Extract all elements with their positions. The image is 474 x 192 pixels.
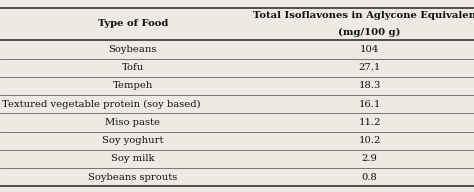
Text: 27.1: 27.1	[358, 63, 381, 72]
Text: Tofu: Tofu	[122, 63, 144, 72]
Text: Textured vegetable protein (soy based): Textured vegetable protein (soy based)	[2, 100, 201, 109]
Text: 18.3: 18.3	[358, 81, 381, 90]
Text: 0.8: 0.8	[362, 173, 378, 182]
Text: (mg/100 g): (mg/100 g)	[338, 28, 401, 37]
Text: Soybeans sprouts: Soybeans sprouts	[88, 173, 177, 182]
Text: 2.9: 2.9	[362, 154, 378, 163]
Text: 10.2: 10.2	[358, 136, 381, 145]
Text: 11.2: 11.2	[358, 118, 381, 127]
Text: Type of Food: Type of Food	[98, 20, 168, 28]
Text: Soy milk: Soy milk	[111, 154, 155, 163]
Text: Total Isoflavones in Aglycone Equivalents: Total Isoflavones in Aglycone Equivalent…	[253, 11, 474, 20]
Text: Soy yoghurt: Soy yoghurt	[102, 136, 164, 145]
Text: 104: 104	[360, 45, 379, 54]
Text: Tempeh: Tempeh	[112, 81, 153, 90]
Text: 16.1: 16.1	[358, 100, 381, 109]
Text: Miso paste: Miso paste	[105, 118, 160, 127]
Text: Soybeans: Soybeans	[109, 45, 157, 54]
